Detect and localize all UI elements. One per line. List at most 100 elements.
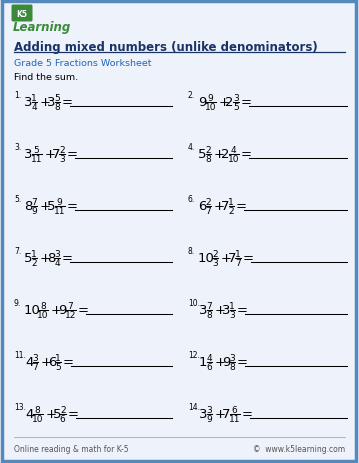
Text: 9: 9	[31, 206, 37, 216]
Text: 10: 10	[32, 414, 43, 423]
Text: =: =	[67, 407, 79, 420]
Text: 5: 5	[55, 362, 61, 371]
Text: 5: 5	[24, 252, 33, 265]
Text: 1: 1	[31, 250, 37, 258]
Text: 1: 1	[229, 301, 235, 310]
Text: =: =	[62, 96, 73, 109]
Text: 8: 8	[47, 252, 55, 265]
Text: 4: 4	[55, 258, 60, 268]
Text: 7: 7	[51, 148, 60, 161]
Text: 9: 9	[57, 198, 62, 206]
Text: Online reading & math for K-5: Online reading & math for K-5	[14, 444, 129, 454]
Text: 9: 9	[198, 96, 206, 109]
Text: 7: 7	[67, 301, 73, 310]
Text: 14.: 14.	[188, 403, 200, 412]
Text: =: =	[242, 252, 253, 265]
Text: 1: 1	[55, 353, 61, 362]
Text: 12: 12	[65, 310, 76, 319]
Text: 2: 2	[225, 96, 234, 109]
Text: +: +	[215, 304, 226, 317]
Text: 3: 3	[24, 96, 33, 109]
Text: =: =	[242, 407, 252, 420]
Text: 7: 7	[235, 258, 241, 268]
FancyBboxPatch shape	[11, 6, 33, 22]
Text: 1: 1	[31, 94, 37, 103]
Text: =: =	[62, 252, 73, 265]
Text: 7.: 7.	[14, 247, 21, 256]
Text: =: =	[236, 200, 247, 213]
Text: +: +	[215, 356, 226, 369]
Text: 3.: 3.	[14, 143, 21, 152]
Text: 10: 10	[228, 155, 239, 163]
Text: 8: 8	[54, 103, 60, 112]
Text: 5.: 5.	[14, 195, 21, 204]
Text: 5: 5	[34, 146, 39, 155]
Text: +: +	[45, 148, 56, 161]
Text: 3: 3	[59, 155, 65, 163]
Text: K5: K5	[17, 10, 28, 19]
Text: =: =	[241, 148, 252, 161]
Text: 1: 1	[228, 198, 234, 206]
Text: 3: 3	[229, 353, 235, 362]
Text: 8: 8	[205, 155, 211, 163]
Text: 8.: 8.	[188, 247, 195, 256]
Text: 4: 4	[25, 356, 33, 369]
Text: 6: 6	[48, 356, 56, 369]
Text: 3: 3	[54, 250, 60, 258]
Text: 2: 2	[32, 258, 37, 268]
Text: 10.: 10.	[188, 299, 200, 308]
Text: Learning: Learning	[13, 21, 71, 34]
Text: +: +	[46, 407, 56, 420]
Text: 2: 2	[228, 206, 234, 216]
Text: 2.: 2.	[188, 91, 195, 100]
Text: 3: 3	[32, 353, 38, 362]
Text: +: +	[219, 96, 229, 109]
Text: 4.: 4.	[188, 143, 195, 152]
Text: 3: 3	[47, 96, 56, 109]
Text: =: =	[241, 96, 252, 109]
Text: 1: 1	[235, 250, 241, 258]
Text: 6: 6	[206, 362, 212, 371]
Text: 8: 8	[229, 362, 235, 371]
Text: 10: 10	[37, 310, 49, 319]
Text: 9: 9	[206, 414, 212, 423]
Text: =: =	[63, 356, 74, 369]
Text: 7: 7	[228, 252, 236, 265]
Text: 12.: 12.	[188, 351, 200, 360]
Text: +: +	[214, 200, 225, 213]
Text: =: =	[237, 356, 248, 369]
Text: 7: 7	[222, 407, 230, 420]
Text: 7: 7	[31, 198, 37, 206]
Text: 5: 5	[233, 103, 239, 112]
Text: 2: 2	[221, 148, 229, 161]
Text: 10: 10	[24, 304, 41, 317]
Text: +: +	[215, 407, 226, 420]
Text: 2: 2	[205, 146, 211, 155]
Text: 13.: 13.	[14, 403, 26, 412]
Text: 4: 4	[25, 407, 33, 420]
Text: 6: 6	[232, 405, 237, 414]
FancyBboxPatch shape	[2, 2, 356, 461]
Text: +: +	[40, 96, 51, 109]
Text: Grade 5 Fractions Worksheet: Grade 5 Fractions Worksheet	[14, 59, 151, 69]
Text: 5: 5	[198, 148, 206, 161]
Text: 3: 3	[199, 407, 208, 420]
Text: 11: 11	[229, 414, 240, 423]
Text: 11: 11	[54, 206, 65, 216]
Text: 2: 2	[60, 405, 66, 414]
Text: 4: 4	[206, 353, 212, 362]
Text: 11.: 11.	[14, 351, 26, 360]
Text: =: =	[66, 200, 78, 213]
Text: Find the sum.: Find the sum.	[14, 73, 78, 82]
Text: 7: 7	[32, 362, 38, 371]
Text: 4: 4	[32, 103, 37, 112]
Text: 8: 8	[34, 405, 40, 414]
Text: 3: 3	[222, 304, 230, 317]
Text: 8: 8	[24, 200, 32, 213]
Text: 2: 2	[59, 146, 65, 155]
Text: 9.: 9.	[14, 299, 21, 308]
Text: +: +	[214, 148, 225, 161]
Text: 9: 9	[208, 94, 213, 103]
Text: 9: 9	[58, 304, 66, 317]
Text: 6: 6	[60, 414, 66, 423]
